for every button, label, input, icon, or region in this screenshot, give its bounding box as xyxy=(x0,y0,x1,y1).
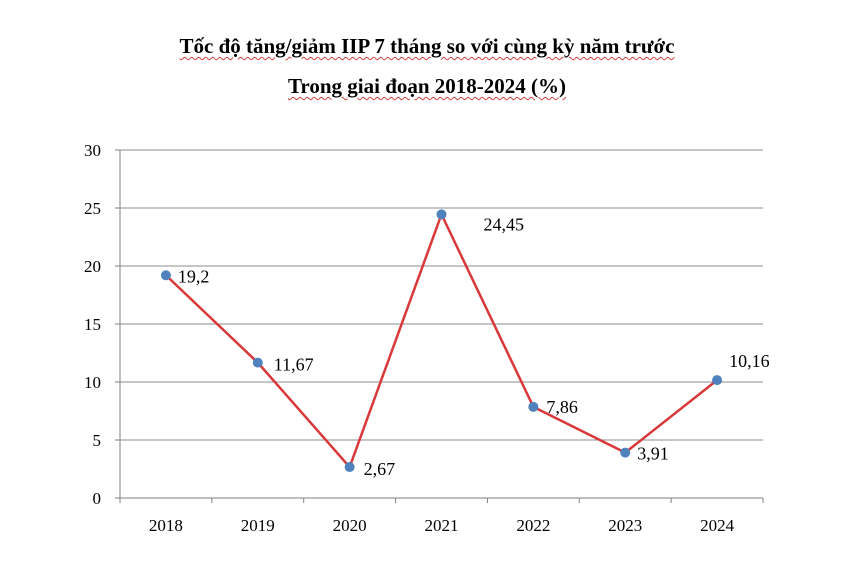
data-point xyxy=(252,357,263,368)
chart-subtitle: Trong giai đoạn 2018-2024 (%) xyxy=(287,74,567,98)
x-tick-label: 2019 xyxy=(241,516,275,535)
y-tick-label: 30 xyxy=(84,141,101,160)
y-tick-label: 0 xyxy=(93,489,102,508)
data-label: 2,67 xyxy=(364,459,396,479)
x-tick-label: 2021 xyxy=(425,516,459,535)
x-tick-label: 2020 xyxy=(333,516,367,535)
chart-title: Tốc độ tăng/giảm IIP 7 tháng so với cùng… xyxy=(179,34,675,58)
data-point xyxy=(160,270,171,281)
y-tick-label: 5 xyxy=(93,431,102,450)
x-tick-label: 2024 xyxy=(700,516,735,535)
x-tick-label: 2022 xyxy=(516,516,550,535)
data-point xyxy=(436,209,447,220)
data-point xyxy=(528,401,539,412)
y-tick-label: 25 xyxy=(84,199,101,218)
data-label: 3,91 xyxy=(637,444,669,464)
y-tick-label: 10 xyxy=(84,373,101,392)
data-label: 7,86 xyxy=(546,397,578,417)
data-point xyxy=(344,462,355,473)
data-label: 10,16 xyxy=(729,351,770,371)
y-tick-label: 15 xyxy=(84,315,101,334)
x-tick-label: 2023 xyxy=(608,516,642,535)
data-point xyxy=(620,447,631,458)
series-line xyxy=(165,213,718,469)
x-tick-label: 2018 xyxy=(149,516,183,535)
data-label: 11,67 xyxy=(274,355,314,375)
data-point xyxy=(712,375,723,386)
y-tick-label: 20 xyxy=(84,257,101,276)
data-label: 19,2 xyxy=(178,266,210,286)
data-label: 24,45 xyxy=(484,214,525,234)
